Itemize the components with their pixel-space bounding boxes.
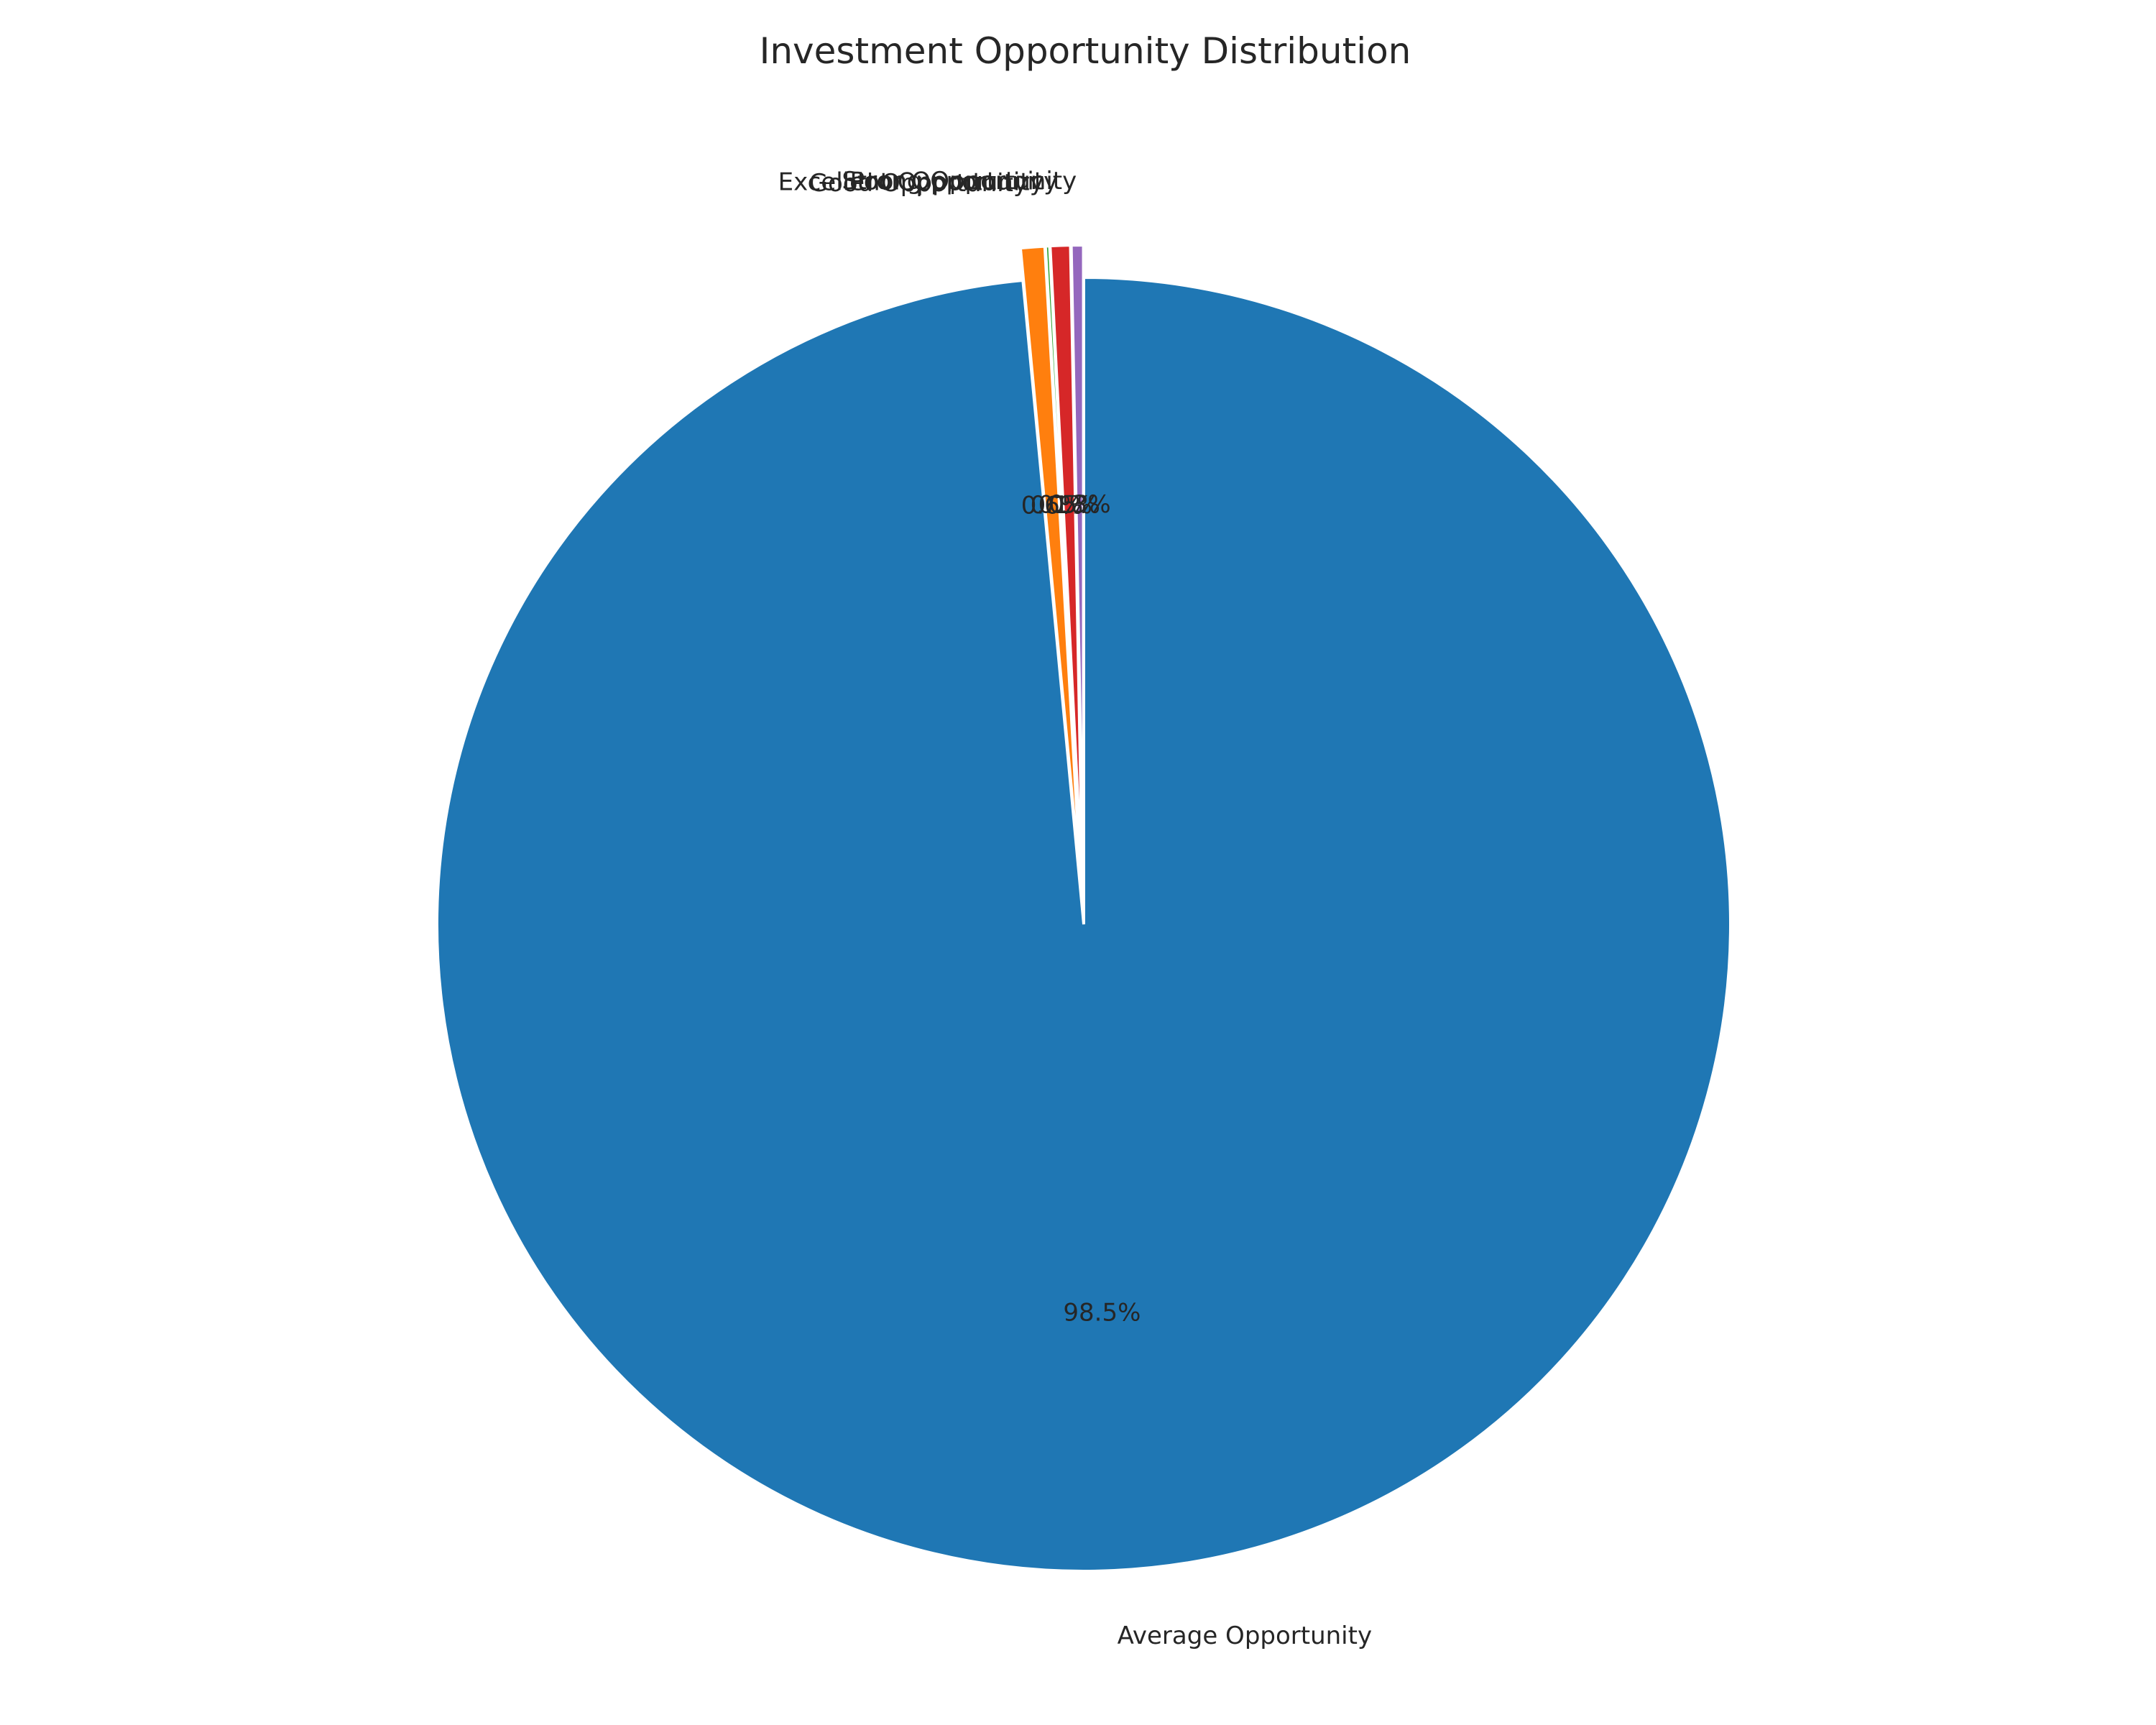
chart-title: Investment Opportunity Distribution	[760, 30, 1411, 72]
slice-label: Strong Opportunity	[842, 167, 1077, 196]
slice-percent-label: 98.5%	[1063, 1298, 1141, 1327]
slice-percent-label: 0.6%	[1021, 492, 1083, 520]
pie-slice-strong-opportunity	[1069, 244, 1085, 893]
slice-label: Average Opportunity	[1118, 1622, 1372, 1650]
slice-percent-label: 0.1%	[1031, 491, 1092, 520]
pie-slice-average-opportunity	[436, 275, 1732, 1573]
slice-label: Excellent Opportunity	[778, 167, 1044, 196]
slice-label: Poor Opportunity	[850, 167, 1059, 196]
pie-slices	[436, 244, 1732, 1573]
slice-percent-label: 0.5%	[1038, 490, 1100, 519]
slice-percent-label: 0.3%	[1049, 490, 1110, 519]
slice-label: Good Opportunity	[809, 169, 1028, 198]
pie-labels: Average Opportunity 98.5% Good Opportunity…	[778, 167, 1373, 1650]
